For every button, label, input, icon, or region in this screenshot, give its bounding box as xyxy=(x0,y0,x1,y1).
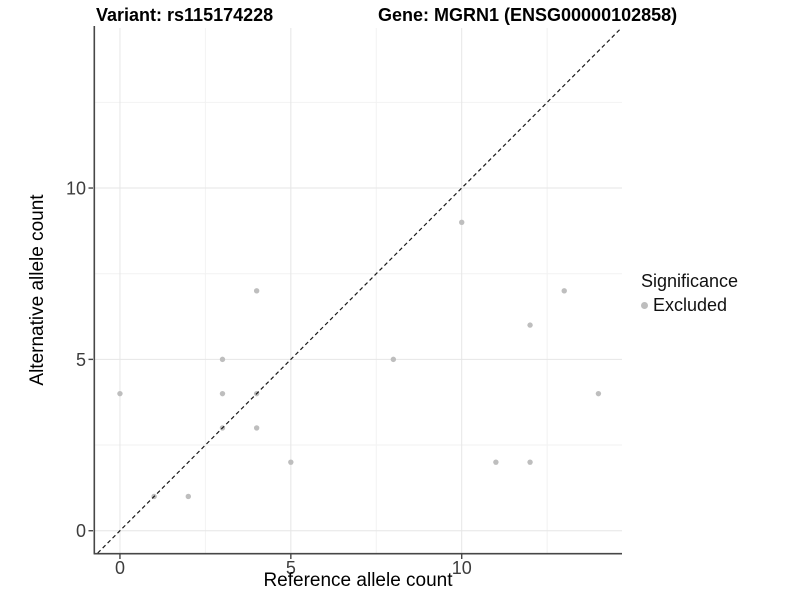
data-point xyxy=(253,425,260,431)
y-tick-label: 0 xyxy=(76,521,86,541)
plot-title-gene: Gene: MGRN1 (ENSG00000102858) xyxy=(378,5,678,25)
x-tick-label: 10 xyxy=(452,558,472,578)
data-point xyxy=(288,459,294,465)
legend-item-label: Excluded xyxy=(653,295,728,315)
data-point xyxy=(459,219,465,226)
data-point xyxy=(595,390,602,397)
y-tick-label: 10 xyxy=(66,179,86,199)
data-point xyxy=(253,288,260,294)
data-point xyxy=(390,356,397,363)
y-tick-label: 5 xyxy=(76,350,86,370)
y-axis-title: Alternative allele count xyxy=(27,194,48,386)
x-axis-title: Reference allele count xyxy=(263,570,453,591)
data-point xyxy=(493,459,499,465)
data-point xyxy=(527,459,533,465)
plot-title-variant: Variant: rs115174228 xyxy=(96,5,274,25)
legend-point-icon xyxy=(641,302,648,309)
data-point xyxy=(527,322,533,328)
data-point xyxy=(561,288,567,294)
legend-item-excluded: Excluded xyxy=(641,295,738,316)
x-tick-label: 0 xyxy=(115,558,125,578)
legend-title: Significance xyxy=(641,271,739,291)
data-point xyxy=(117,390,123,397)
data-point xyxy=(219,390,226,397)
data-point xyxy=(219,356,226,363)
identity-dashed-line xyxy=(97,27,622,554)
x-tick-label: 5 xyxy=(286,558,296,578)
legend: Significance Excluded xyxy=(641,271,738,316)
data-point xyxy=(185,493,192,500)
